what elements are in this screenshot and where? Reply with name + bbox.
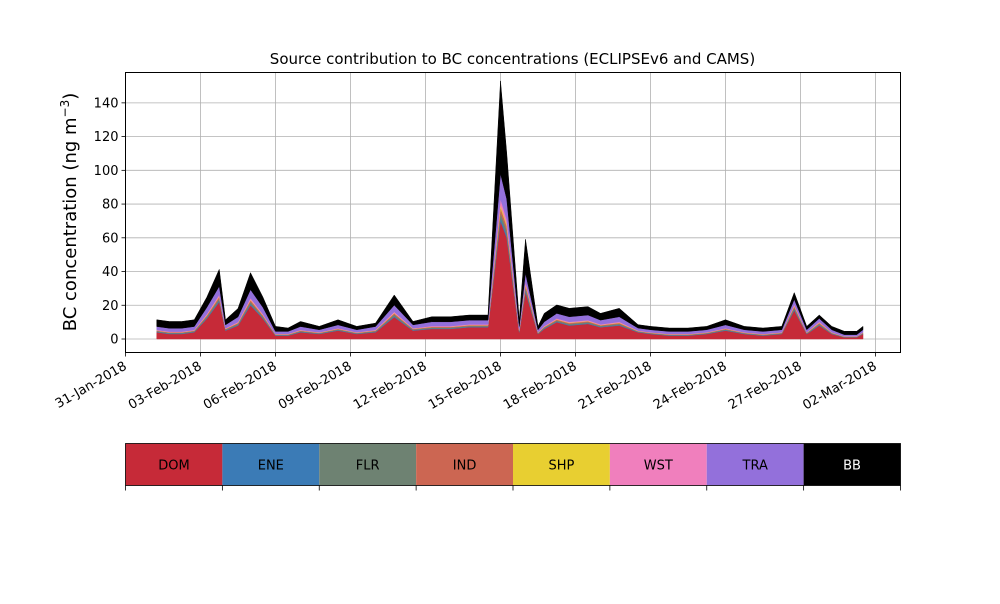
x-tick-label: 21-Feb-2018 <box>576 359 655 413</box>
legend-label-ene: ENE <box>258 459 284 474</box>
legend-label-bb: BB <box>843 459 861 474</box>
y-tick-label: 60 <box>102 231 119 246</box>
y-tick-label: 80 <box>102 198 119 213</box>
x-tick-label: 12-Feb-2018 <box>351 359 430 413</box>
area-bb <box>156 80 864 335</box>
stacked-areas <box>156 80 864 340</box>
legend-label-shp: SHP <box>549 459 575 474</box>
x-tick-label: 27-Feb-2018 <box>726 359 805 413</box>
x-tick-label: 03-Feb-2018 <box>126 359 205 413</box>
legend-swatch-flr <box>319 443 417 486</box>
plot-frame <box>125 72 901 353</box>
y-tick-label: 140 <box>94 96 119 111</box>
y-axis-label: BC concentration (ng m−3) <box>58 93 81 332</box>
x-tick-label: 02-Mar-2018 <box>800 359 879 413</box>
x-tick-label: 09-Feb-2018 <box>276 359 355 413</box>
legend-label-dom: DOM <box>158 459 189 474</box>
legend-swatch-ene <box>222 443 320 486</box>
chart-title: Source contribution to BC concentrations… <box>270 50 755 68</box>
y-tick-label: 100 <box>94 164 119 179</box>
x-tick-label: 06-Feb-2018 <box>201 359 280 413</box>
legend-swatch-tra <box>706 443 804 486</box>
x-tick-label: 24-Feb-2018 <box>651 359 730 413</box>
legend-swatch-ind <box>416 443 513 486</box>
x-tick-label: 15-Feb-2018 <box>426 359 505 413</box>
legend-label-wst: WST <box>644 459 673 474</box>
x-axis: 31-Jan-201803-Feb-201806-Feb-201809-Feb-… <box>53 352 880 413</box>
legend-label-flr: FLR <box>356 459 380 474</box>
y-tick-label: 0 <box>110 333 118 348</box>
legend-label-tra: TRA <box>742 459 768 474</box>
legend-swatch-bb <box>803 443 901 486</box>
y-tick-label: 20 <box>102 299 119 314</box>
y-tick-label: 40 <box>102 265 119 280</box>
legend-swatch-wst <box>609 443 707 486</box>
y-tick-label: 120 <box>94 130 119 145</box>
color-legend: DOM ENE FLR IND SHP WST TRA BB <box>125 443 901 491</box>
legend-swatch-shp <box>513 443 610 486</box>
y-axis-label-exponent: −3 <box>58 100 72 118</box>
legend-frame <box>125 443 901 486</box>
y-axis: 0 20 40 60 80 100 120 140 <box>94 96 126 348</box>
y-axis-label-close: ) <box>60 93 81 100</box>
x-tick-label: 31-Jan-2018 <box>53 359 130 412</box>
legend-label-ind: IND <box>453 459 477 474</box>
x-tick-label: 18-Feb-2018 <box>501 359 580 413</box>
legend-swatch-dom <box>125 443 223 486</box>
y-axis-label-main: BC concentration (ng m <box>60 117 81 331</box>
